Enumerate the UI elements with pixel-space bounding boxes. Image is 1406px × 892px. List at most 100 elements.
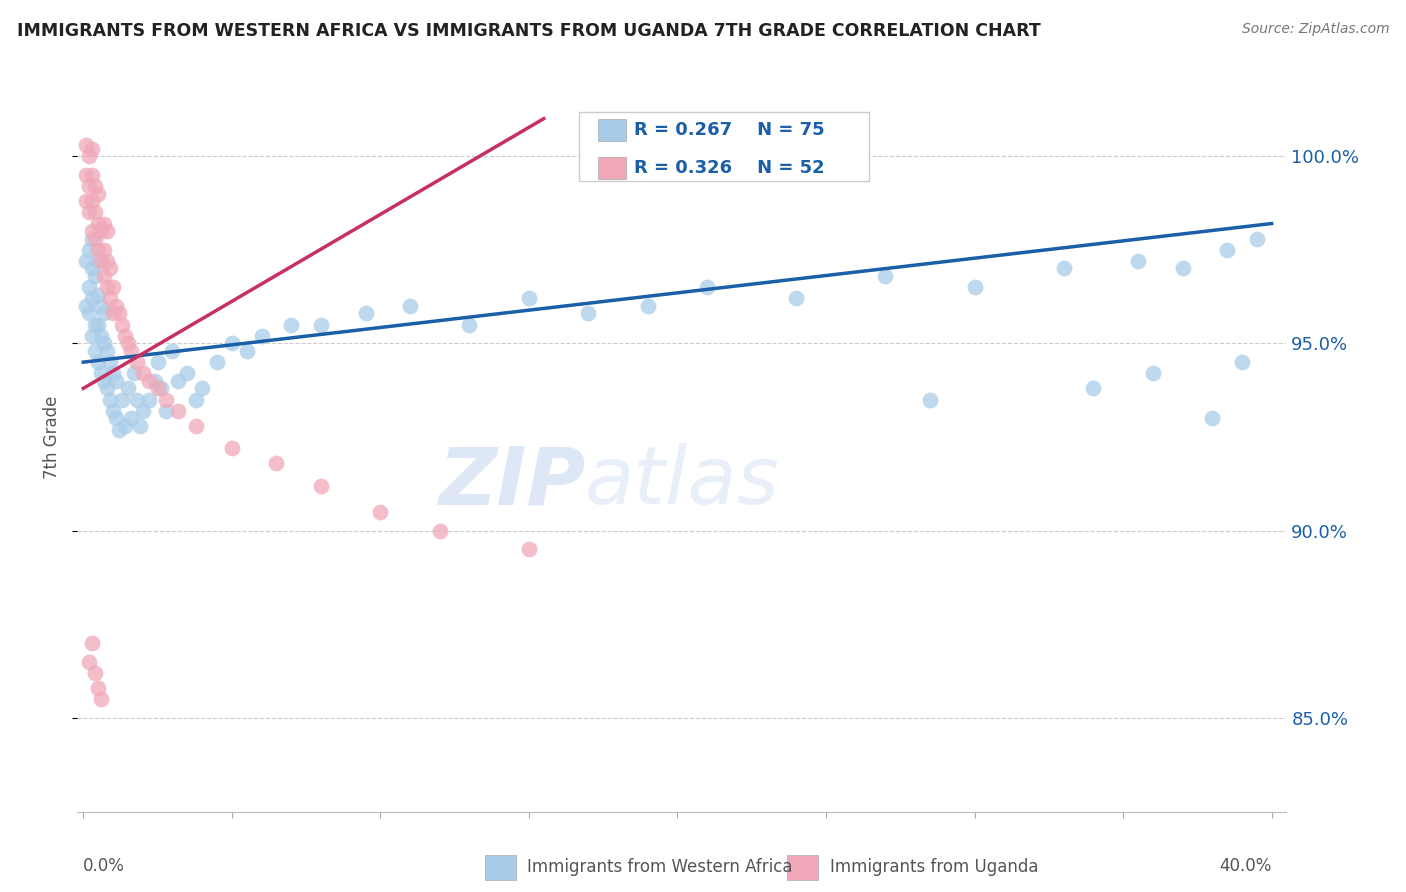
Point xyxy=(90,299,112,313)
Point xyxy=(517,542,540,557)
Point xyxy=(120,411,142,425)
Point xyxy=(77,179,100,194)
Point xyxy=(221,442,243,456)
Point xyxy=(82,168,104,182)
Point xyxy=(84,179,107,194)
Point xyxy=(82,231,104,245)
Point xyxy=(77,280,100,294)
Point xyxy=(429,524,451,538)
Point xyxy=(108,306,131,320)
Point xyxy=(98,355,121,369)
Point xyxy=(111,318,134,332)
Point xyxy=(87,243,110,257)
Point xyxy=(90,367,112,381)
Point xyxy=(696,280,718,294)
Point xyxy=(84,318,107,332)
Point xyxy=(1230,355,1253,369)
Point xyxy=(785,292,807,306)
Point xyxy=(87,254,110,268)
Text: Immigrants from Uganda: Immigrants from Uganda xyxy=(830,858,1038,876)
Point xyxy=(84,205,107,219)
Point xyxy=(399,299,422,313)
Point xyxy=(176,367,198,381)
Point xyxy=(162,343,184,358)
Text: IMMIGRANTS FROM WESTERN AFRICA VS IMMIGRANTS FROM UGANDA 7TH GRADE CORRELATION C: IMMIGRANTS FROM WESTERN AFRICA VS IMMIGR… xyxy=(17,22,1040,40)
Point xyxy=(146,381,169,395)
Point xyxy=(205,355,228,369)
Point xyxy=(77,655,100,669)
Point xyxy=(93,374,115,388)
Point xyxy=(84,231,107,245)
Point xyxy=(96,254,118,268)
Point xyxy=(108,423,131,437)
Point xyxy=(117,381,139,395)
Point xyxy=(77,306,100,320)
Point xyxy=(104,411,127,425)
Point xyxy=(280,318,302,332)
Point xyxy=(82,142,104,156)
Point xyxy=(87,287,110,301)
Point xyxy=(235,343,257,358)
Point xyxy=(84,343,107,358)
Point xyxy=(75,137,97,152)
Point xyxy=(918,392,941,407)
Point xyxy=(77,243,100,257)
Point xyxy=(186,392,208,407)
Point xyxy=(167,374,190,388)
Point xyxy=(84,268,107,283)
Point xyxy=(96,381,118,395)
Point xyxy=(101,306,124,320)
Point xyxy=(1171,261,1194,276)
Point xyxy=(82,224,104,238)
Point xyxy=(266,456,288,470)
Point xyxy=(96,343,118,358)
Point xyxy=(576,306,599,320)
Point xyxy=(111,392,134,407)
Text: R = 0.326    N = 52: R = 0.326 N = 52 xyxy=(634,159,825,177)
Point xyxy=(87,318,110,332)
Point xyxy=(117,336,139,351)
Point xyxy=(1216,243,1239,257)
Point xyxy=(82,292,104,306)
Point xyxy=(93,336,115,351)
Point xyxy=(101,280,124,294)
Text: 0.0%: 0.0% xyxy=(83,856,125,875)
Point xyxy=(90,224,112,238)
Point xyxy=(1201,411,1223,425)
Point xyxy=(1142,367,1164,381)
Point xyxy=(96,280,118,294)
Point xyxy=(90,692,112,706)
Point xyxy=(354,306,377,320)
Text: R = 0.267    N = 75: R = 0.267 N = 75 xyxy=(634,121,825,139)
Point xyxy=(1126,254,1149,268)
Point xyxy=(98,292,121,306)
Point xyxy=(87,186,110,201)
Point xyxy=(128,418,150,433)
Point xyxy=(75,299,97,313)
Point xyxy=(114,418,136,433)
Point xyxy=(191,381,214,395)
Point xyxy=(221,336,243,351)
Text: ZIP: ZIP xyxy=(437,443,585,521)
Point xyxy=(131,367,153,381)
Point xyxy=(1053,261,1076,276)
Point xyxy=(82,261,104,276)
Point xyxy=(517,292,540,306)
Point xyxy=(122,367,145,381)
Point xyxy=(131,404,153,418)
Point xyxy=(250,329,273,343)
Point xyxy=(93,217,115,231)
Point xyxy=(104,374,127,388)
Y-axis label: 7th Grade: 7th Grade xyxy=(42,395,60,479)
Point xyxy=(82,194,104,208)
Point xyxy=(146,355,169,369)
Point xyxy=(93,243,115,257)
Point xyxy=(75,254,97,268)
Point xyxy=(90,254,112,268)
Point xyxy=(370,505,392,519)
Point xyxy=(93,306,115,320)
Point xyxy=(155,404,177,418)
Point xyxy=(93,268,115,283)
Point xyxy=(87,681,110,695)
Point xyxy=(87,217,110,231)
